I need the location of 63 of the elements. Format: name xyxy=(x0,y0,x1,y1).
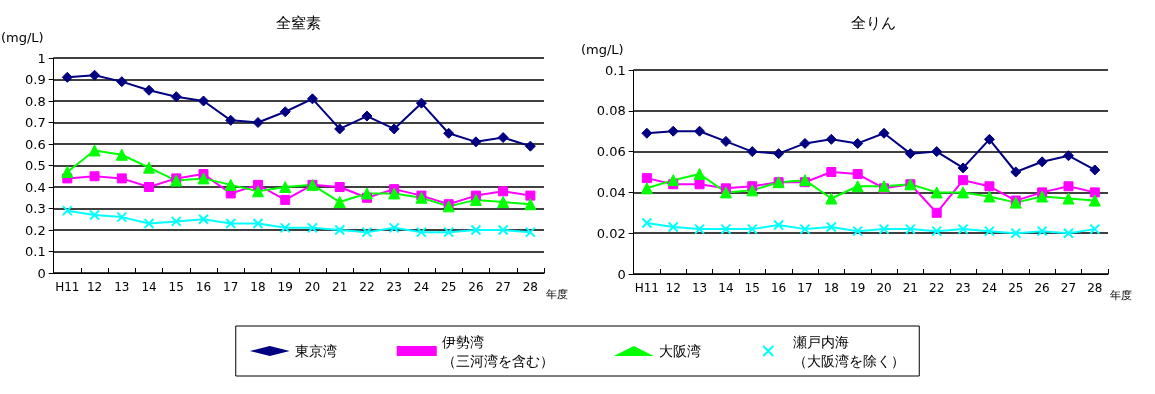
y-tick-label: 0.02 xyxy=(596,225,626,241)
x-tick-label: 17 xyxy=(223,280,239,294)
y-tick-label: 0.7 xyxy=(24,115,46,130)
y-tick-label: 0.8 xyxy=(24,93,46,109)
x-tick-label: 22 xyxy=(359,280,375,294)
y-tick-label: 0 xyxy=(37,265,46,281)
x-tick-label: 21 xyxy=(332,280,348,294)
x-tick-label: 21 xyxy=(902,281,919,295)
x-tick-label: 18 xyxy=(823,281,839,295)
chart-title: 全りん xyxy=(850,13,896,32)
y-tick-label: 0.4 xyxy=(24,179,46,195)
x-tick-label: 13 xyxy=(114,280,130,294)
x-tick-label: 23 xyxy=(955,281,971,295)
x-tick-label: 22 xyxy=(929,281,945,295)
x-tick-label: H11 xyxy=(55,280,80,294)
y-tick-label: 0.04 xyxy=(596,184,626,200)
x-tick-label: 28 xyxy=(1087,281,1103,295)
x-tick-label: 25 xyxy=(441,280,457,294)
x-tick-label: 17 xyxy=(797,281,813,295)
x-tick-label: 24 xyxy=(413,280,430,294)
x-tick-label: 28 xyxy=(522,280,539,294)
x-tick-label: 14 xyxy=(718,281,734,295)
x-tick-label: 27 xyxy=(1060,281,1077,295)
x-tick-label: 24 xyxy=(981,281,998,295)
y-tick-label: 0.08 xyxy=(596,103,626,119)
x-tick-label: 26 xyxy=(1034,281,1050,295)
x-tick-label: 16 xyxy=(770,281,787,295)
x-tick-label: 12 xyxy=(86,280,103,294)
x-tick-label: 13 xyxy=(691,281,708,295)
y-tick-label: 0.3 xyxy=(24,201,46,216)
y-tick-label: 0.9 xyxy=(24,72,46,87)
x-tick-label: 19 xyxy=(277,280,293,294)
x-axis-title: 年度 xyxy=(1110,289,1132,302)
legend-label: 伊勢湾（三河湾を含む） xyxy=(441,333,554,369)
y-axis-title: (mg/L) xyxy=(0,30,44,45)
y-tick-label: 0 xyxy=(617,266,626,282)
x-tick-label: 20 xyxy=(304,280,321,294)
x-tick-label: 15 xyxy=(168,280,184,294)
y-tick-label: 0.1 xyxy=(24,244,46,259)
y-tick-label: 1 xyxy=(37,50,46,66)
chart-title: 全窒素 xyxy=(275,13,321,32)
y-tick-label: 0.5 xyxy=(24,158,46,173)
x-tick-label: 20 xyxy=(876,281,892,295)
legend-label: 大阪湾 xyxy=(658,343,701,359)
x-tick-label: 26 xyxy=(468,280,484,294)
y-tick-label: 0.6 xyxy=(24,136,46,152)
legend-label: 瀬戸内海（大阪湾を除く） xyxy=(793,333,906,369)
y-tick-label: 0.06 xyxy=(596,144,626,160)
x-tick-label: H11 xyxy=(634,281,660,295)
y-tick-label: 0.1 xyxy=(604,62,626,78)
x-axis-title: 年度 xyxy=(546,288,568,301)
x-tick-label: 15 xyxy=(744,281,760,295)
x-tick-label: 14 xyxy=(141,280,157,294)
y-tick-label: 0.2 xyxy=(24,222,46,238)
y-axis-title: (mg/L) xyxy=(580,42,624,57)
x-tick-label: 18 xyxy=(250,280,266,294)
x-tick-label: 27 xyxy=(495,280,511,294)
x-tick-label: 23 xyxy=(386,280,402,294)
x-tick-label: 19 xyxy=(850,281,866,295)
legend-label: 東京湾 xyxy=(294,343,337,359)
x-tick-label: 12 xyxy=(665,281,681,295)
x-tick-label: 25 xyxy=(1008,281,1024,295)
x-tick-label: 16 xyxy=(195,280,212,294)
